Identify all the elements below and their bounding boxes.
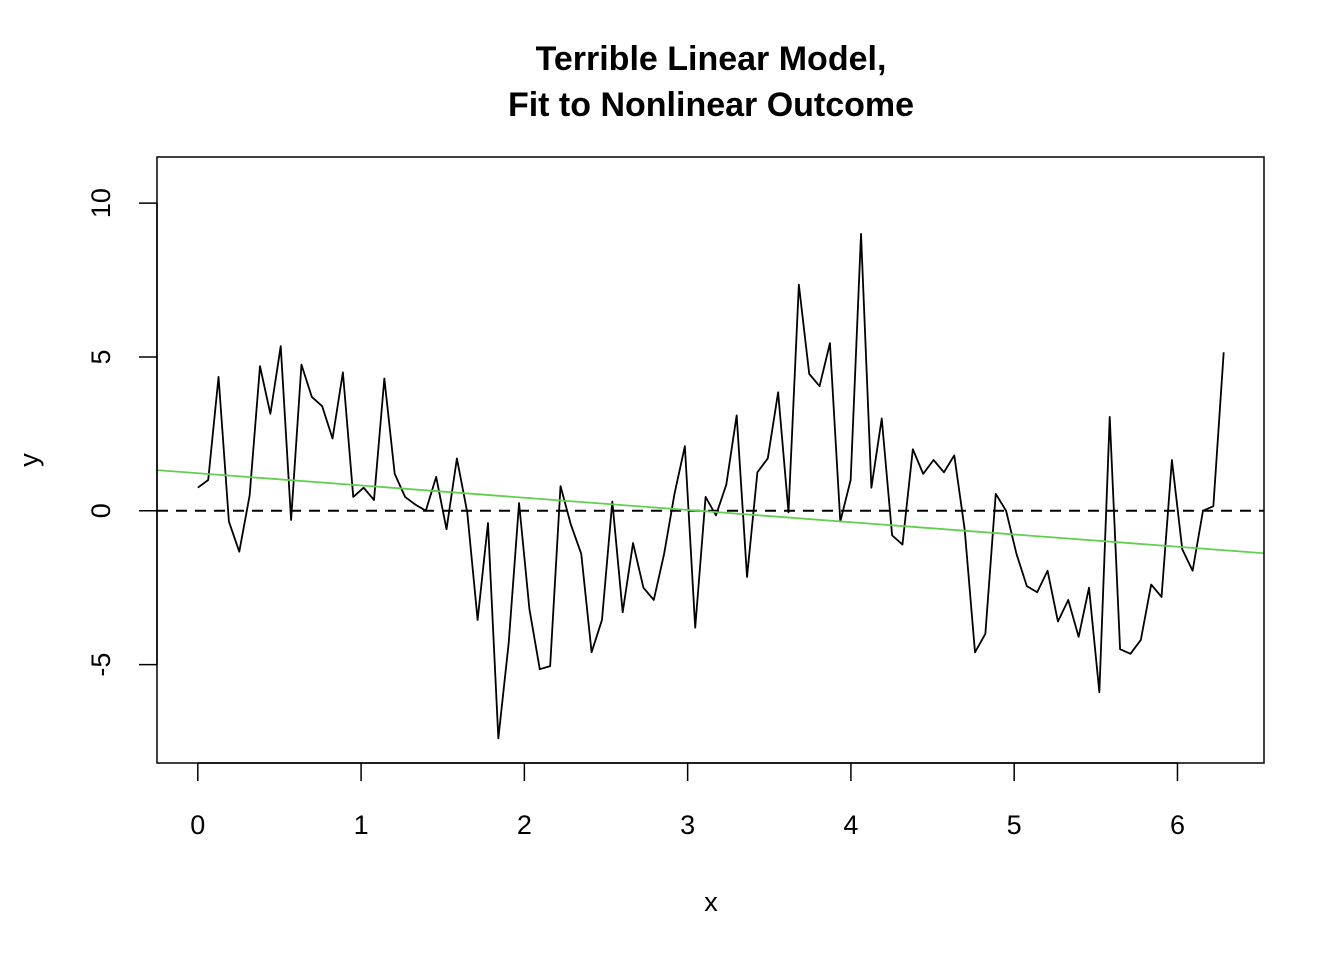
x-tick-label: 1 — [354, 810, 369, 840]
x-tick-label: 5 — [1007, 810, 1022, 840]
x-tick-label: 4 — [843, 810, 858, 840]
x-tick-label: 6 — [1170, 810, 1185, 840]
y-tick-label: 5 — [86, 349, 116, 364]
chart-title-line-2: Fit to Nonlinear Outcome — [508, 86, 914, 124]
y-tick-label: 0 — [86, 503, 116, 518]
y-tick-label: -5 — [86, 653, 116, 677]
plot-frame — [156, 156, 1265, 764]
x-axis-label: x — [704, 887, 718, 917]
x-axis: 0 1 2 3 4 5 6 — [190, 762, 1185, 840]
y-axis-label: y — [14, 453, 44, 467]
chart-title-line-1: Terrible Linear Model, — [536, 40, 887, 78]
x-tick-label: 3 — [680, 810, 695, 840]
y-axis: -5 0 5 10 — [86, 188, 158, 677]
x-tick-label: 0 — [190, 810, 205, 840]
linear-fit-line — [156, 469, 1265, 555]
y-tick-label: 10 — [86, 188, 116, 218]
x-tick-label: 2 — [517, 810, 532, 840]
data-line — [197, 232, 1225, 740]
plot-lines — [156, 232, 1265, 740]
